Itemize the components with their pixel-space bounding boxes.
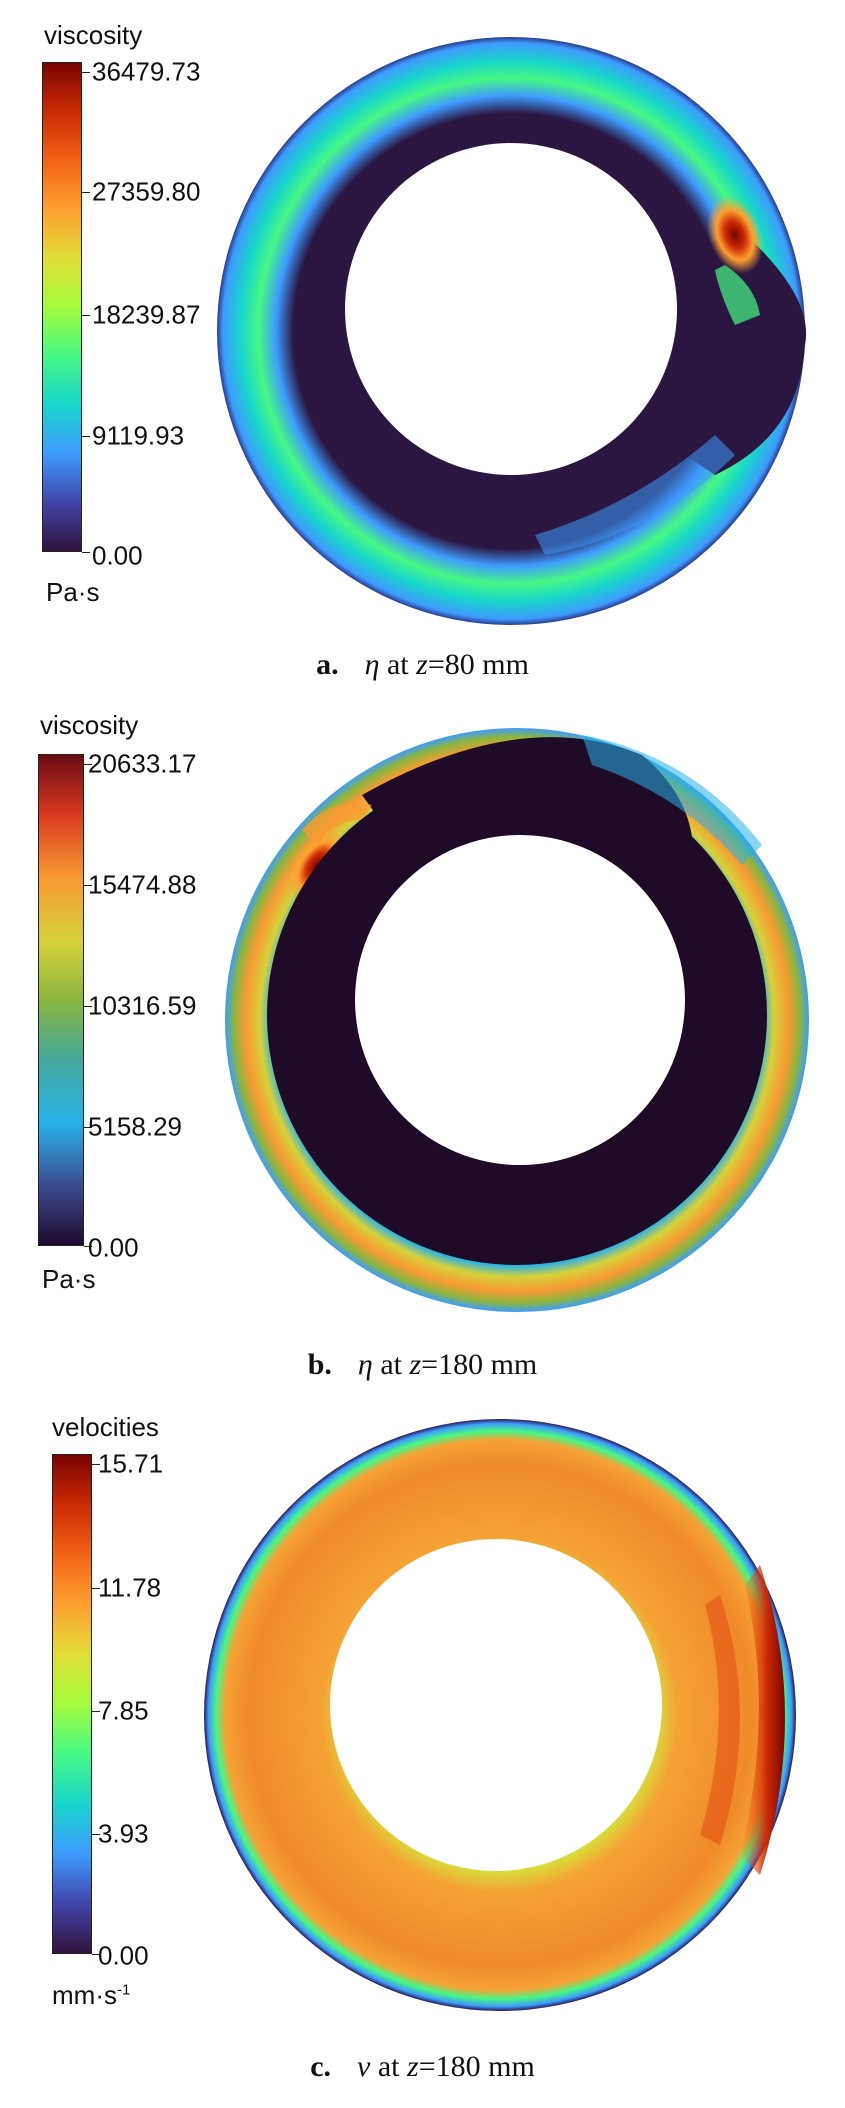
tick-label-min: 0.00	[92, 540, 143, 571]
streak	[535, 435, 735, 555]
hot-edge	[740, 1565, 785, 1875]
velocity-field-z180	[204, 1419, 796, 2011]
inner-hole	[330, 1539, 662, 1871]
tick-label: 18239.87	[92, 299, 201, 330]
tick-mark	[84, 885, 92, 886]
tick-label: 15474.88	[88, 869, 197, 900]
tick-label: 11.78	[98, 1572, 162, 1603]
legend-title: velocities	[52, 1412, 159, 1442]
colorbar	[38, 754, 84, 1246]
dark-region	[685, 225, 807, 475]
caption-c: c. v at z=180 mm	[310, 2050, 535, 2083]
viscosity-field-z180	[225, 728, 809, 1312]
tick-mark	[84, 1006, 92, 1007]
unit-label: Pa·s	[42, 1264, 96, 1294]
tick-mark	[82, 552, 90, 553]
unit-label: mm·s-1	[52, 1980, 131, 2010]
tick-label: 9119.93	[92, 420, 185, 451]
tick-mark	[82, 436, 90, 437]
panel-c: velocities 15.71 11.78 7.85 3.93 0.00 mm…	[0, 1400, 845, 2100]
tick-mark	[82, 72, 90, 73]
tick-label: 3.93	[98, 1818, 149, 1849]
tick-mark	[84, 764, 92, 765]
hotspot-tail	[302, 802, 372, 845]
tick-label-max: 15.71	[98, 1448, 164, 1479]
panel-b: viscosity 20633.17 15474.88 10316.59 515…	[0, 700, 845, 1390]
colorbar	[42, 62, 82, 552]
tick-mark	[92, 1464, 100, 1465]
tick-label: 5158.29	[88, 1111, 182, 1142]
tick-mark	[92, 1954, 100, 1955]
legend-title: viscosity	[40, 710, 139, 740]
tick-mark	[84, 1246, 92, 1247]
hot-band	[700, 1595, 740, 1845]
tick-mark	[92, 1588, 100, 1589]
caption-b: b. η at z=180 mm	[307, 1348, 538, 1381]
streak	[582, 735, 762, 865]
tick-label-min: 0.00	[98, 1940, 149, 1971]
hotspot-tail	[715, 265, 760, 325]
colorbar	[52, 1454, 92, 1954]
tick-label-max: 36479.73	[92, 56, 201, 87]
caption-a: a. η at z=80 mm	[316, 648, 529, 681]
tick-mark	[92, 1834, 100, 1835]
tick-mark	[82, 192, 90, 193]
inner-hole	[345, 143, 677, 475]
tick-label-max: 20633.17	[88, 748, 197, 779]
tick-mark	[84, 1127, 92, 1128]
tick-mark	[92, 1711, 100, 1712]
panel-a: viscosity 36479.73 27359.80 18239.87 911…	[0, 0, 845, 690]
tick-label: 10316.59	[88, 990, 197, 1021]
tick-label-min: 0.00	[88, 1232, 139, 1263]
legend-title: viscosity	[44, 20, 143, 50]
inner-hole	[355, 835, 685, 1165]
hotspot	[706, 196, 764, 274]
unit-label: Pa·s	[46, 577, 100, 607]
viscosity-field-z80	[217, 37, 807, 625]
tick-label: 27359.80	[92, 176, 201, 207]
tick-label: 7.85	[98, 1695, 149, 1726]
tick-mark	[82, 315, 90, 316]
